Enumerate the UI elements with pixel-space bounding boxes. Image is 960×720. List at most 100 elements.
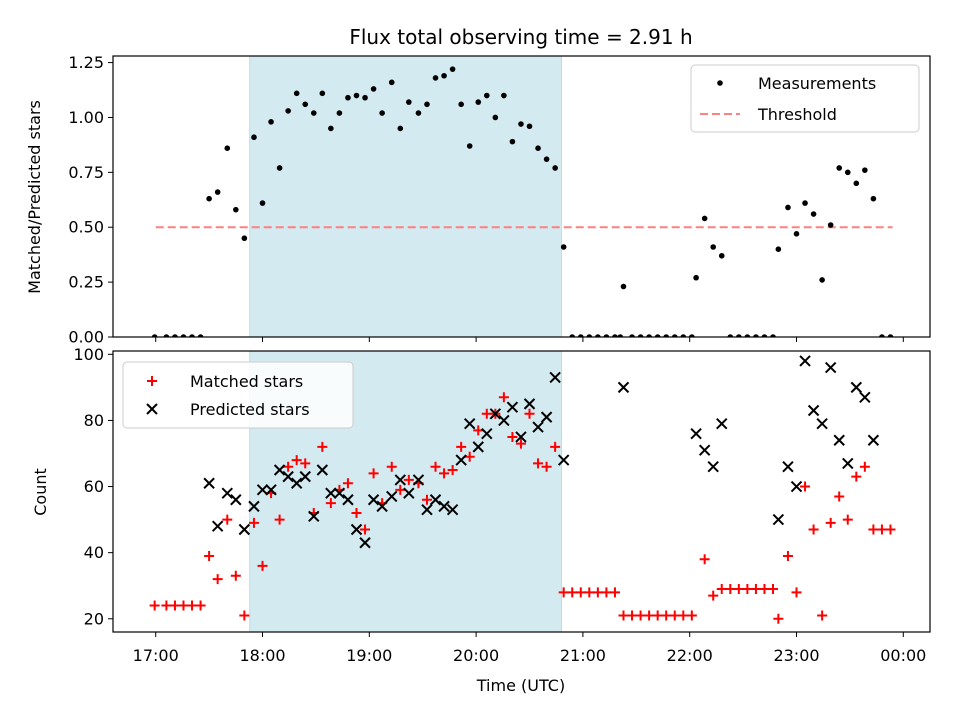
predicted-star-point (238, 523, 251, 536)
measurement-point (370, 86, 377, 92)
predicted-star-point (342, 494, 354, 506)
measurement-point (268, 119, 274, 125)
measurement-point (543, 156, 550, 162)
matched-star-point (239, 610, 250, 621)
chart-title: Flux total observing time = 2.91 h (349, 25, 692, 49)
measurement-point (276, 165, 283, 171)
measurement-point (163, 334, 170, 337)
matched-star-point (859, 461, 870, 472)
measurement-point (449, 66, 456, 72)
x-tick-label: 19:00 (346, 646, 392, 665)
measurement-point (569, 334, 576, 337)
legend-matched-label: Matched stars (190, 372, 303, 391)
measurement-point (761, 334, 768, 337)
matched-star-point (161, 600, 172, 611)
measurement-point (853, 180, 860, 187)
matched-star-point (342, 478, 353, 489)
x-axis-label: Time (UTC) (476, 676, 565, 695)
predicted-star-point (282, 470, 294, 483)
matched-star-point (644, 610, 655, 621)
measurement-point (379, 110, 385, 116)
matched-star-point (716, 584, 727, 595)
measurement-point (753, 334, 759, 337)
measurement-point (293, 90, 300, 97)
predicted-star-point (333, 487, 346, 499)
predicted-star-point (359, 537, 371, 549)
measurement-point (775, 246, 782, 252)
matched-star-point (686, 610, 697, 621)
matched-star-point (699, 554, 710, 565)
predicted-star-point (221, 487, 233, 499)
legend-threshold-label: Threshold (757, 105, 837, 124)
matched-star-point (800, 481, 811, 492)
predicted-star-point (690, 427, 702, 440)
measurement-point (819, 277, 825, 283)
matched-star-point (567, 587, 578, 598)
predicted-star-point (824, 361, 837, 374)
measurement-point (189, 334, 195, 337)
matched-star-point (403, 474, 414, 485)
legend-measurements-label: Measurements (758, 74, 876, 93)
predicted-star-point (842, 457, 854, 470)
top-axes-frame (112, 55, 931, 338)
measurement-point (560, 244, 567, 250)
measurement-point (744, 334, 751, 337)
matched-star-point (808, 524, 819, 535)
matched-star-point (283, 461, 294, 472)
measurement-point (879, 334, 885, 337)
measurement-point (197, 334, 204, 337)
measurement-point (862, 167, 868, 173)
bottom-y-axis-label: Count (31, 468, 50, 516)
legend-measurements-marker (717, 80, 723, 86)
predicted-star-point (515, 431, 527, 443)
measurement-point (388, 79, 395, 86)
measurement-point (328, 125, 334, 132)
matched-star-point (325, 498, 336, 509)
measurement-point (718, 252, 725, 259)
matched-star-point (456, 441, 467, 452)
measurement-point (501, 92, 507, 99)
matched-star-point (212, 574, 223, 585)
bottom-y-tick-label: 60 (84, 477, 104, 496)
matched-star-point (652, 610, 663, 621)
measurement-point (285, 108, 291, 114)
predicted-star-point (438, 500, 450, 513)
measurement-point (671, 334, 678, 337)
measurement-point (770, 334, 776, 337)
measurement-point (310, 110, 317, 116)
predicted-star-point (532, 421, 544, 433)
matched-star-point (669, 610, 680, 621)
measurement-point (475, 99, 482, 105)
bottom-y-tick-label: 40 (84, 543, 104, 562)
measurement-point (617, 334, 624, 337)
predicted-star-point (299, 470, 311, 483)
measurement-point (577, 334, 584, 337)
predicted-star-point (316, 464, 329, 476)
bottom-legend-frame (122, 361, 354, 429)
bottom-legend: Matched stars Predicted stars (122, 361, 354, 429)
matched-star-point (550, 441, 561, 452)
predicted-star-point (211, 520, 224, 532)
predicted-star-point (412, 474, 425, 486)
matched-star-point (464, 451, 475, 462)
measurement-point (736, 334, 742, 337)
measurement-point (224, 145, 231, 152)
matched-star-point (248, 517, 259, 528)
matched-star-point (708, 590, 719, 601)
matched-star-point (750, 584, 761, 595)
measurement-point (552, 165, 558, 171)
predicted-star-point (540, 411, 553, 423)
predicted-star-point (707, 460, 719, 473)
predicted-star-point (265, 484, 277, 496)
predicted-star-point (867, 434, 880, 446)
bottom-axes-frame (112, 350, 931, 633)
matched-star-point (430, 461, 441, 472)
measurement-point (689, 334, 695, 337)
predicted-star-point (816, 418, 828, 430)
predicted-star-point (463, 418, 476, 430)
measurement-point (535, 145, 541, 152)
measurement-point (180, 334, 187, 337)
matched-star-point (195, 600, 206, 611)
predicted-star-point (833, 434, 845, 446)
matched-star-point (386, 461, 397, 472)
